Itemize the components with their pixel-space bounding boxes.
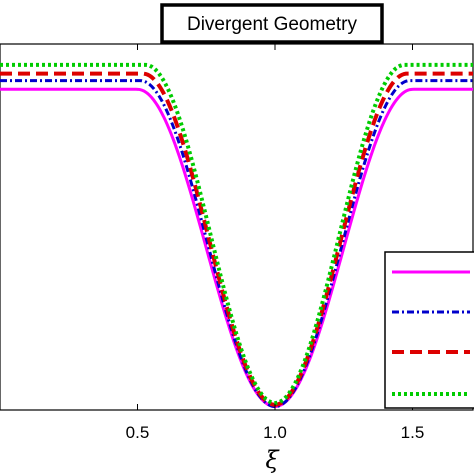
- series-line-3: [0, 71, 473, 407]
- x-axis-label: ξ: [265, 446, 280, 474]
- x-tick-label: 1.0: [263, 423, 287, 442]
- series-line-4: [0, 62, 473, 405]
- chart-title: Divergent Geometry: [187, 14, 358, 35]
- legend-box: [384, 251, 474, 409]
- plot-frame: [0, 43, 474, 411]
- title-box: [160, 3, 384, 44]
- x-tick-label: 0.5: [126, 423, 150, 442]
- x-tick-label: 1.5: [401, 423, 425, 442]
- series-layer: [0, 62, 473, 408]
- legend-entries: [392, 270, 470, 396]
- legend: [384, 251, 474, 409]
